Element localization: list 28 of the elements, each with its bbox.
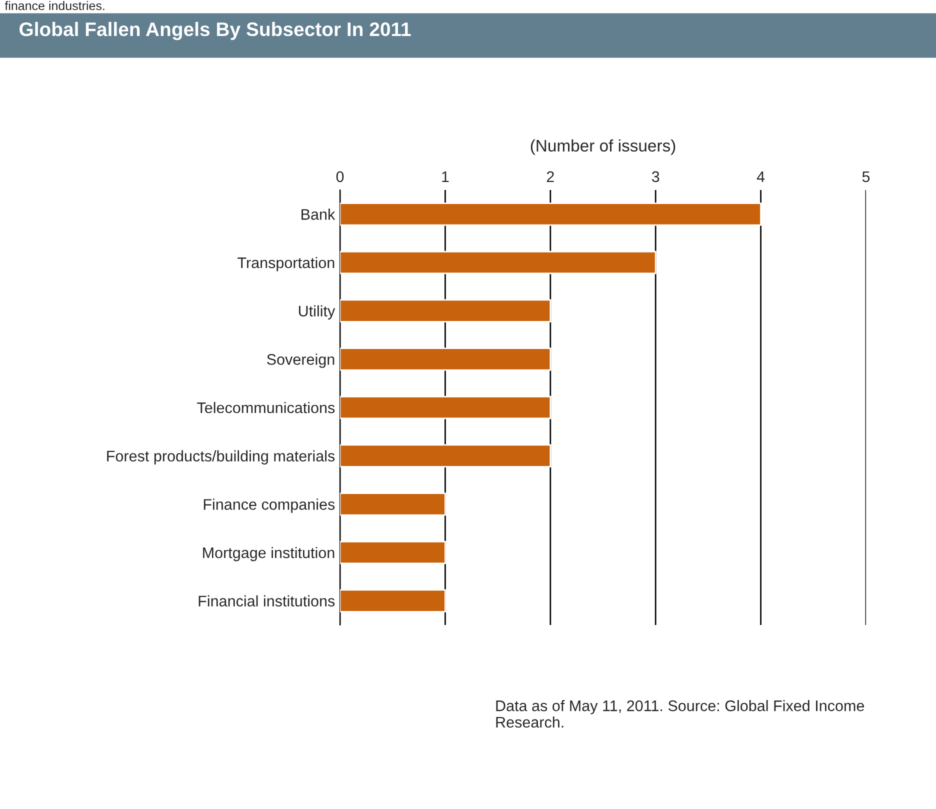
bar <box>340 492 446 516</box>
text: finance industries. <box>4 1 104 10</box>
bar <box>340 299 552 322</box>
y-tick-label: Bank <box>302 208 336 220</box>
x-tick-label: 2 <box>546 171 554 182</box>
x-tick-label: 4 <box>756 171 765 182</box>
x-tick-label: 5 <box>862 171 870 182</box>
y-tick-label: Utility <box>298 305 336 320</box>
y-tick-label: Telecommunications <box>197 402 335 414</box>
bar <box>340 348 552 371</box>
bar <box>340 540 446 564</box>
bar <box>340 589 446 612</box>
text: Data as of May 11, 2011. Source: Global Fixed Income Research. <box>496 700 864 728</box>
bar <box>340 444 552 468</box>
bar <box>340 396 552 420</box>
chart-title: Global Fallen Angels By Subsector In 2011 <box>20 22 411 40</box>
x-tick-label: 1 <box>442 171 449 182</box>
y-tick-label: Sovereign <box>267 354 334 368</box>
y-tick-label: Finance companies <box>204 498 335 513</box>
x-axis-title: (Number of issuers) <box>530 139 676 155</box>
y-tick-label: Financial institutions <box>198 595 335 607</box>
x-tick-label: 3 <box>652 171 660 182</box>
y-tick-label: Mortgage institution <box>203 546 334 562</box>
y-tick-label: Transportation <box>238 256 334 272</box>
x-tick-label: 0 <box>336 171 344 182</box>
y-tick-label: Forest products/building materials <box>107 450 335 465</box>
bar <box>340 250 656 274</box>
bar <box>340 202 762 226</box>
